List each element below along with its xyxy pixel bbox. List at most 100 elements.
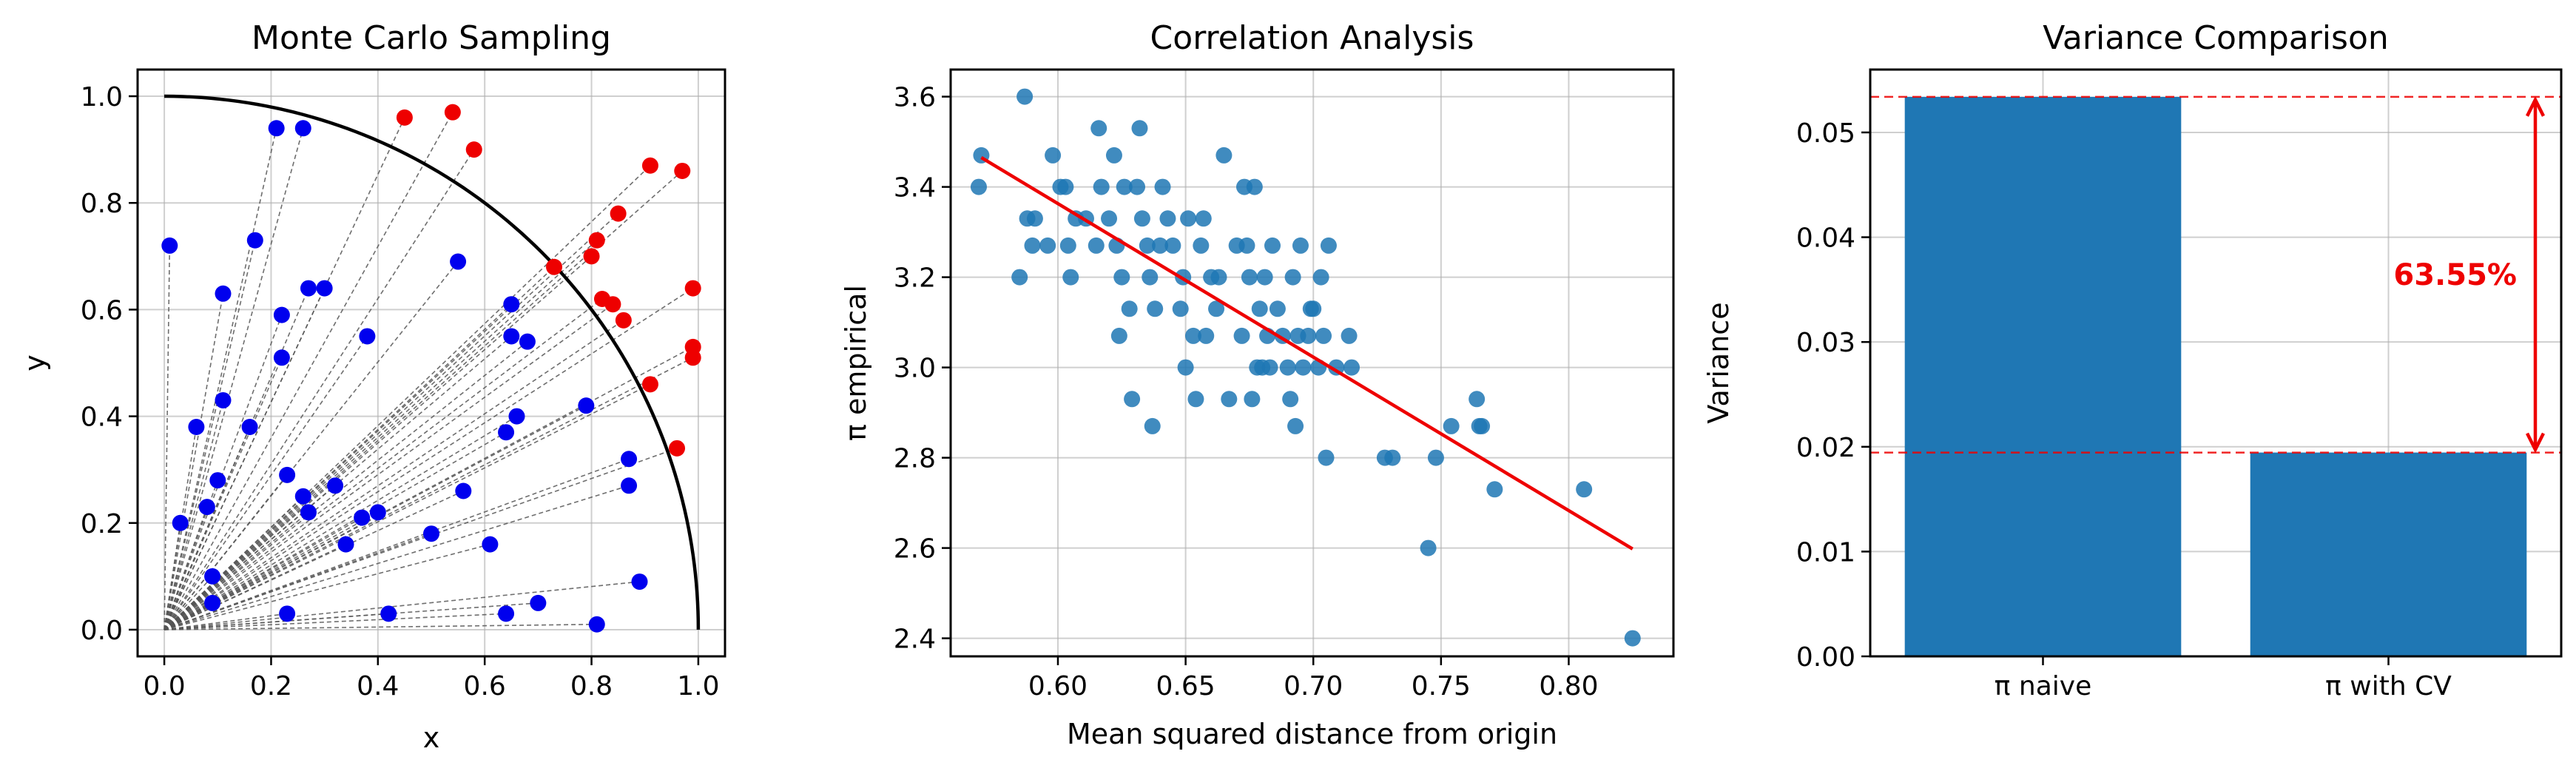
origin-ray <box>163 303 512 630</box>
origin-ray <box>163 448 678 630</box>
origin-ray <box>163 298 603 630</box>
origin-ray <box>163 346 694 630</box>
y-tick-label: 0.00 <box>1796 642 1855 673</box>
y-tick-label: 2.4 <box>894 625 936 655</box>
scatter-point <box>1312 269 1329 286</box>
origin-ray <box>163 128 304 630</box>
point-inside-circle <box>631 573 648 590</box>
scatter-point <box>1026 210 1043 227</box>
scatter-point <box>1486 481 1503 498</box>
y-tick-label: 0.05 <box>1796 118 1855 149</box>
x-tick-label: 0.6 <box>464 671 506 701</box>
point-inside-circle <box>621 451 638 468</box>
y-tick-label: 2.6 <box>894 534 936 565</box>
origin-ray <box>163 165 651 630</box>
origin-ray <box>163 613 288 630</box>
chart-title: Variance Comparison <box>2043 19 2389 57</box>
x-tick-label: 0.65 <box>1156 671 1215 701</box>
scatter-point <box>1172 300 1189 317</box>
scatter-point <box>1121 300 1138 317</box>
scatter-point <box>1246 178 1263 195</box>
scatter-point <box>1131 120 1148 137</box>
point-inside-circle <box>198 499 215 516</box>
origin-ray <box>163 293 224 630</box>
scatter-point <box>1016 88 1034 105</box>
x-tick-label: 0.80 <box>1539 671 1598 701</box>
y-axis-label: π empirical <box>840 285 872 441</box>
point-inside-circle <box>588 616 605 633</box>
point-inside-circle <box>508 408 525 425</box>
x-tick-label: 0.0 <box>143 671 185 701</box>
scatter-point <box>1177 359 1194 376</box>
axes-frame <box>1869 68 2563 658</box>
scatter-point <box>1180 210 1197 227</box>
origin-ray <box>163 341 528 630</box>
point-inside-circle <box>300 504 317 521</box>
axes-2: 63.55% π naive π with CV 0.00 0.01 0.02 0.03 0.… <box>1702 19 2563 701</box>
x-category-label: π naive <box>1995 671 2091 701</box>
origin-ray <box>163 415 517 630</box>
x-tick-label: 0.70 <box>1284 671 1343 701</box>
point-inside-circle <box>482 536 499 553</box>
origin-ray <box>163 357 283 630</box>
y-tick-label: 0.03 <box>1796 328 1855 358</box>
origin-ray <box>163 170 683 630</box>
scatter-point <box>1154 178 1171 195</box>
y-tick-label: 0.0 <box>81 616 123 646</box>
origin-ray <box>163 400 224 630</box>
y-tick-label: 0.02 <box>1796 433 1855 463</box>
scatter-point <box>1244 391 1261 408</box>
point-inside-circle <box>503 328 520 345</box>
scatter-point <box>1045 147 1062 164</box>
axes-frame <box>136 68 726 658</box>
point-inside-circle <box>273 349 290 366</box>
scatter-point <box>1624 630 1641 647</box>
origin-ray <box>163 543 490 630</box>
point-inside-circle <box>578 397 595 414</box>
scatter-point <box>1295 359 1312 376</box>
origin-ray <box>163 261 459 630</box>
point-outside-circle <box>610 205 627 222</box>
y-tick-label: 2.8 <box>894 444 936 474</box>
y-tick-label: 0.6 <box>81 295 123 326</box>
scatter-point <box>1164 237 1181 254</box>
point-inside-circle <box>294 120 311 137</box>
origin-ray <box>163 288 309 630</box>
scatter-point <box>1142 269 1159 286</box>
point-outside-circle <box>396 109 413 126</box>
quarter-circle <box>164 94 701 630</box>
point-outside-circle <box>684 280 701 297</box>
scatter-point <box>1305 300 1322 317</box>
scatter-point <box>1241 269 1258 286</box>
origin-ray <box>163 255 593 630</box>
point-inside-circle <box>246 232 263 249</box>
scatter-point <box>1282 391 1299 408</box>
scatter-point <box>1420 539 1437 556</box>
origin-ray <box>163 485 630 630</box>
point-inside-circle <box>204 594 221 611</box>
scatter-point <box>1210 269 1227 286</box>
x-tick-label: 0.75 <box>1412 671 1471 701</box>
scatter-point <box>1195 210 1212 227</box>
scatter-point <box>1261 359 1278 376</box>
scatter-point <box>1093 178 1110 195</box>
scatter-point <box>1088 237 1105 254</box>
scatter-point <box>1101 210 1118 227</box>
y-axis-label: y <box>18 354 51 371</box>
scatter-point <box>1256 269 1273 286</box>
y-tick-label: 0.2 <box>81 509 123 539</box>
scatter-point <box>1233 327 1250 344</box>
y-tick-label: 3.2 <box>894 263 936 294</box>
point-inside-circle <box>316 280 333 297</box>
scatter-point <box>1152 237 1169 254</box>
axes-0: 0.0 0.2 0.4 0.6 0.8 1.0 0.0 0.2 0.4 0.6 0.8 1.0 Mont… <box>18 19 726 754</box>
scatter-point <box>1193 237 1210 254</box>
chart-title: Correlation Analysis <box>1150 19 1474 57</box>
point-inside-circle <box>188 419 205 436</box>
point-outside-circle <box>615 312 632 329</box>
y-tick-label: 0.01 <box>1796 537 1855 568</box>
point-inside-circle <box>215 285 232 302</box>
x-tick-label: 0.8 <box>570 671 613 701</box>
origin-ray <box>163 335 368 630</box>
